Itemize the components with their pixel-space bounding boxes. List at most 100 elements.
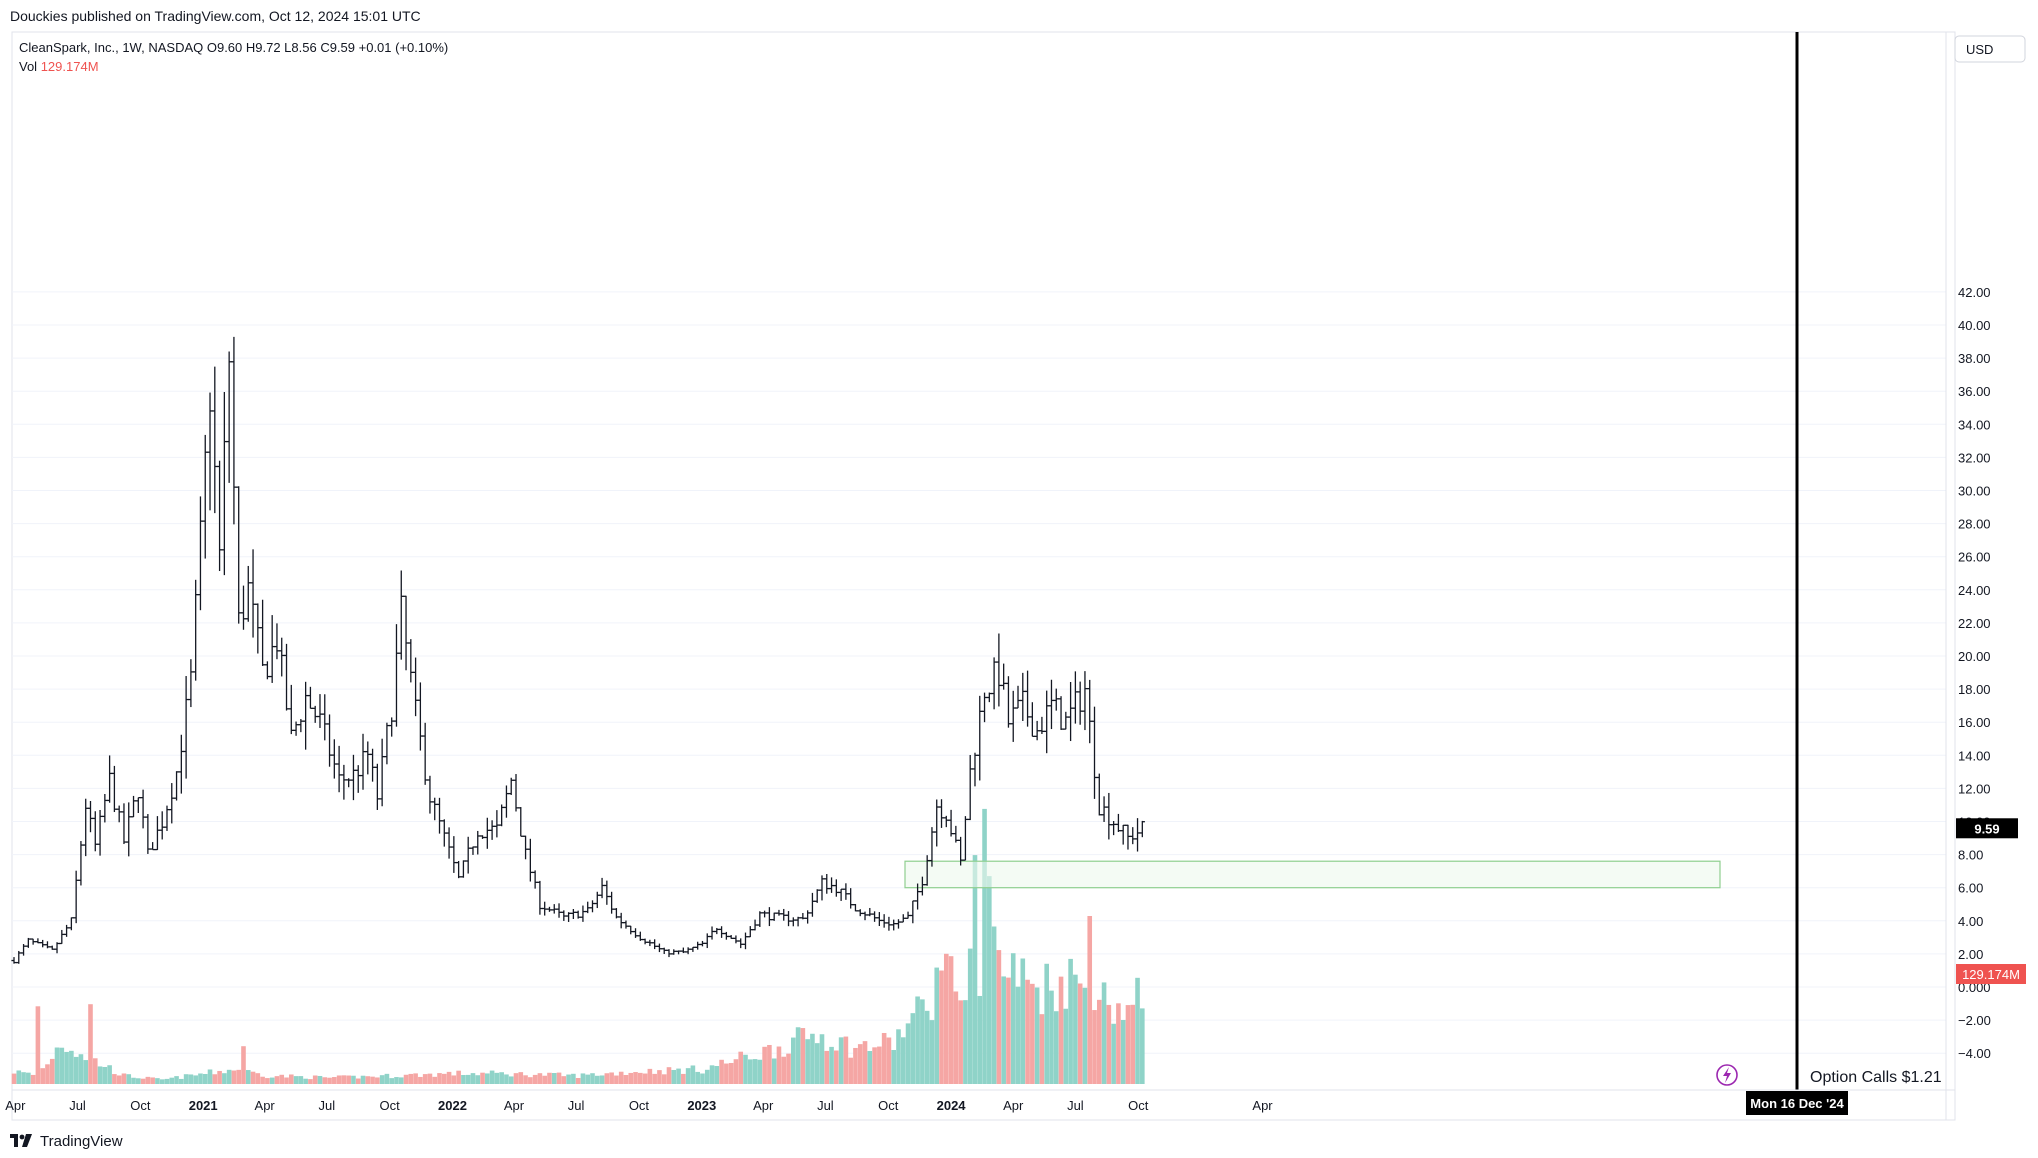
volume-bar: [73, 1056, 79, 1084]
time-tick-label: Apr: [5, 1098, 26, 1113]
volume-bar: [92, 1058, 98, 1084]
volume-bar: [112, 1074, 117, 1084]
price-tick-label: 12.00: [1958, 781, 1991, 796]
currency-button[interactable]: USD: [1954, 35, 2026, 63]
volume-bar: [11, 1073, 17, 1084]
volume-bar: [810, 1033, 815, 1084]
price-axis[interactable]: 42.00 40.00 38.00 36.00 34.00 32.00 30.00 28.00…: [1958, 285, 1991, 1061]
volume-bar: [896, 1029, 901, 1084]
support-zone-rectangle[interactable]: [904, 860, 1721, 889]
volume-bar: [791, 1037, 796, 1084]
volume-bar: [671, 1069, 677, 1084]
volume-bar: [441, 1073, 447, 1084]
volume-bar: [504, 1074, 509, 1084]
volume-bar: [107, 1065, 112, 1084]
price-tick-label: 26.00: [1958, 550, 1991, 565]
volume-bar: [480, 1072, 485, 1084]
volume-bar: [1020, 958, 1026, 1084]
volume-bar: [642, 1073, 648, 1084]
volume-bar: [690, 1065, 696, 1084]
publication-header: Douckies published on TradingView.com, O…: [0, 0, 2038, 32]
volume-bar: [943, 953, 949, 1084]
volume-bar: [198, 1073, 203, 1084]
volume-bar: [1106, 1004, 1112, 1084]
volume-bar: [1010, 953, 1016, 1084]
volume-bar: [1034, 987, 1040, 1084]
price-tick-label: 2.00: [1958, 947, 1983, 962]
volume-bar: [638, 1072, 643, 1084]
volume-bar: [265, 1078, 270, 1084]
volume-bar: [881, 1032, 887, 1084]
volume-bar: [795, 1027, 801, 1084]
volume-bar: [408, 1073, 414, 1084]
volume-bar: [886, 1037, 892, 1084]
volume-bar: [700, 1073, 705, 1084]
volume-bar: [996, 950, 1002, 1084]
volume-bar: [738, 1051, 744, 1084]
time-tick-label: Jul: [817, 1098, 834, 1113]
volume-bar: [1101, 982, 1107, 1084]
volume-bar: [69, 1050, 74, 1084]
volume-bar: [150, 1077, 155, 1084]
price-tick-label: −4.00: [1958, 1046, 1991, 1061]
volume-bar: [982, 808, 987, 1084]
volume-bar: [461, 1074, 466, 1084]
volume-bar: [1053, 1011, 1059, 1084]
volume-bar: [561, 1076, 567, 1084]
volume-bar: [1087, 916, 1093, 1084]
time-tick-label: 2022: [438, 1098, 467, 1113]
volume-bar: [924, 1010, 930, 1084]
volume-bar: [131, 1077, 136, 1084]
volume-bar: [413, 1073, 418, 1084]
volume-bar: [834, 1050, 839, 1084]
volume-bar: [814, 1043, 820, 1084]
volume-bar: [260, 1076, 265, 1084]
volume-bar: [312, 1075, 318, 1084]
alert-lightning-button[interactable]: [1716, 1064, 1738, 1086]
price-tick-label: 16.00: [1958, 715, 1991, 730]
last-price-label: 9.59: [1956, 818, 2018, 839]
volume-bar: [614, 1075, 619, 1084]
volume-bar: [140, 1078, 146, 1084]
volume-bar: [910, 1013, 916, 1084]
volume-bar: [308, 1079, 313, 1084]
volume-bar: [590, 1073, 595, 1084]
volume-bar: [21, 1072, 26, 1084]
volume-bar: [1058, 976, 1064, 1084]
volume-bar: [862, 1041, 868, 1084]
volume-bar: [303, 1078, 308, 1084]
volume-bar: [418, 1076, 423, 1084]
volume-legend: Vol 129.174M: [19, 57, 448, 76]
time-tick-label: Jul: [568, 1098, 585, 1113]
volume-bar: [284, 1077, 289, 1084]
volume-bar: [54, 1047, 60, 1084]
volume-bar: [508, 1076, 514, 1084]
volume-bar: [88, 1004, 93, 1084]
volume-bar: [891, 1050, 897, 1084]
volume-bar: [83, 1060, 89, 1084]
volume-bar: [40, 1068, 45, 1084]
volume-bar: [1092, 1010, 1097, 1084]
volume-bar: [1130, 1004, 1136, 1084]
volume-bar: [293, 1076, 299, 1084]
volume-bar: [953, 991, 959, 1084]
time-tick-label: Apr: [255, 1098, 276, 1113]
volume-bar: [594, 1075, 600, 1084]
tradingview-logo-icon: [10, 1134, 32, 1147]
volume-bar: [437, 1073, 442, 1084]
time-tick-label: Apr: [1252, 1098, 1273, 1113]
volume-bar: [456, 1070, 461, 1084]
volume-bar: [657, 1070, 662, 1084]
volume-bar: [857, 1044, 863, 1084]
volume-bar: [757, 1059, 763, 1084]
volume-bar: [384, 1073, 390, 1084]
volume-bar: [164, 1078, 170, 1084]
option-calls-annotation[interactable]: Option Calls $1.21: [1810, 1069, 1942, 1086]
volume-bar: [776, 1046, 782, 1084]
time-axis[interactable]: Apr Jul Oct 2021 Apr Jul Oct 2022 Apr Jul Oct 2023 A…: [5, 1098, 1273, 1113]
volume-bar: [571, 1073, 576, 1084]
volume-bar: [317, 1075, 323, 1084]
time-tick-label: 2024: [937, 1098, 967, 1113]
volume-bar: [551, 1072, 557, 1084]
